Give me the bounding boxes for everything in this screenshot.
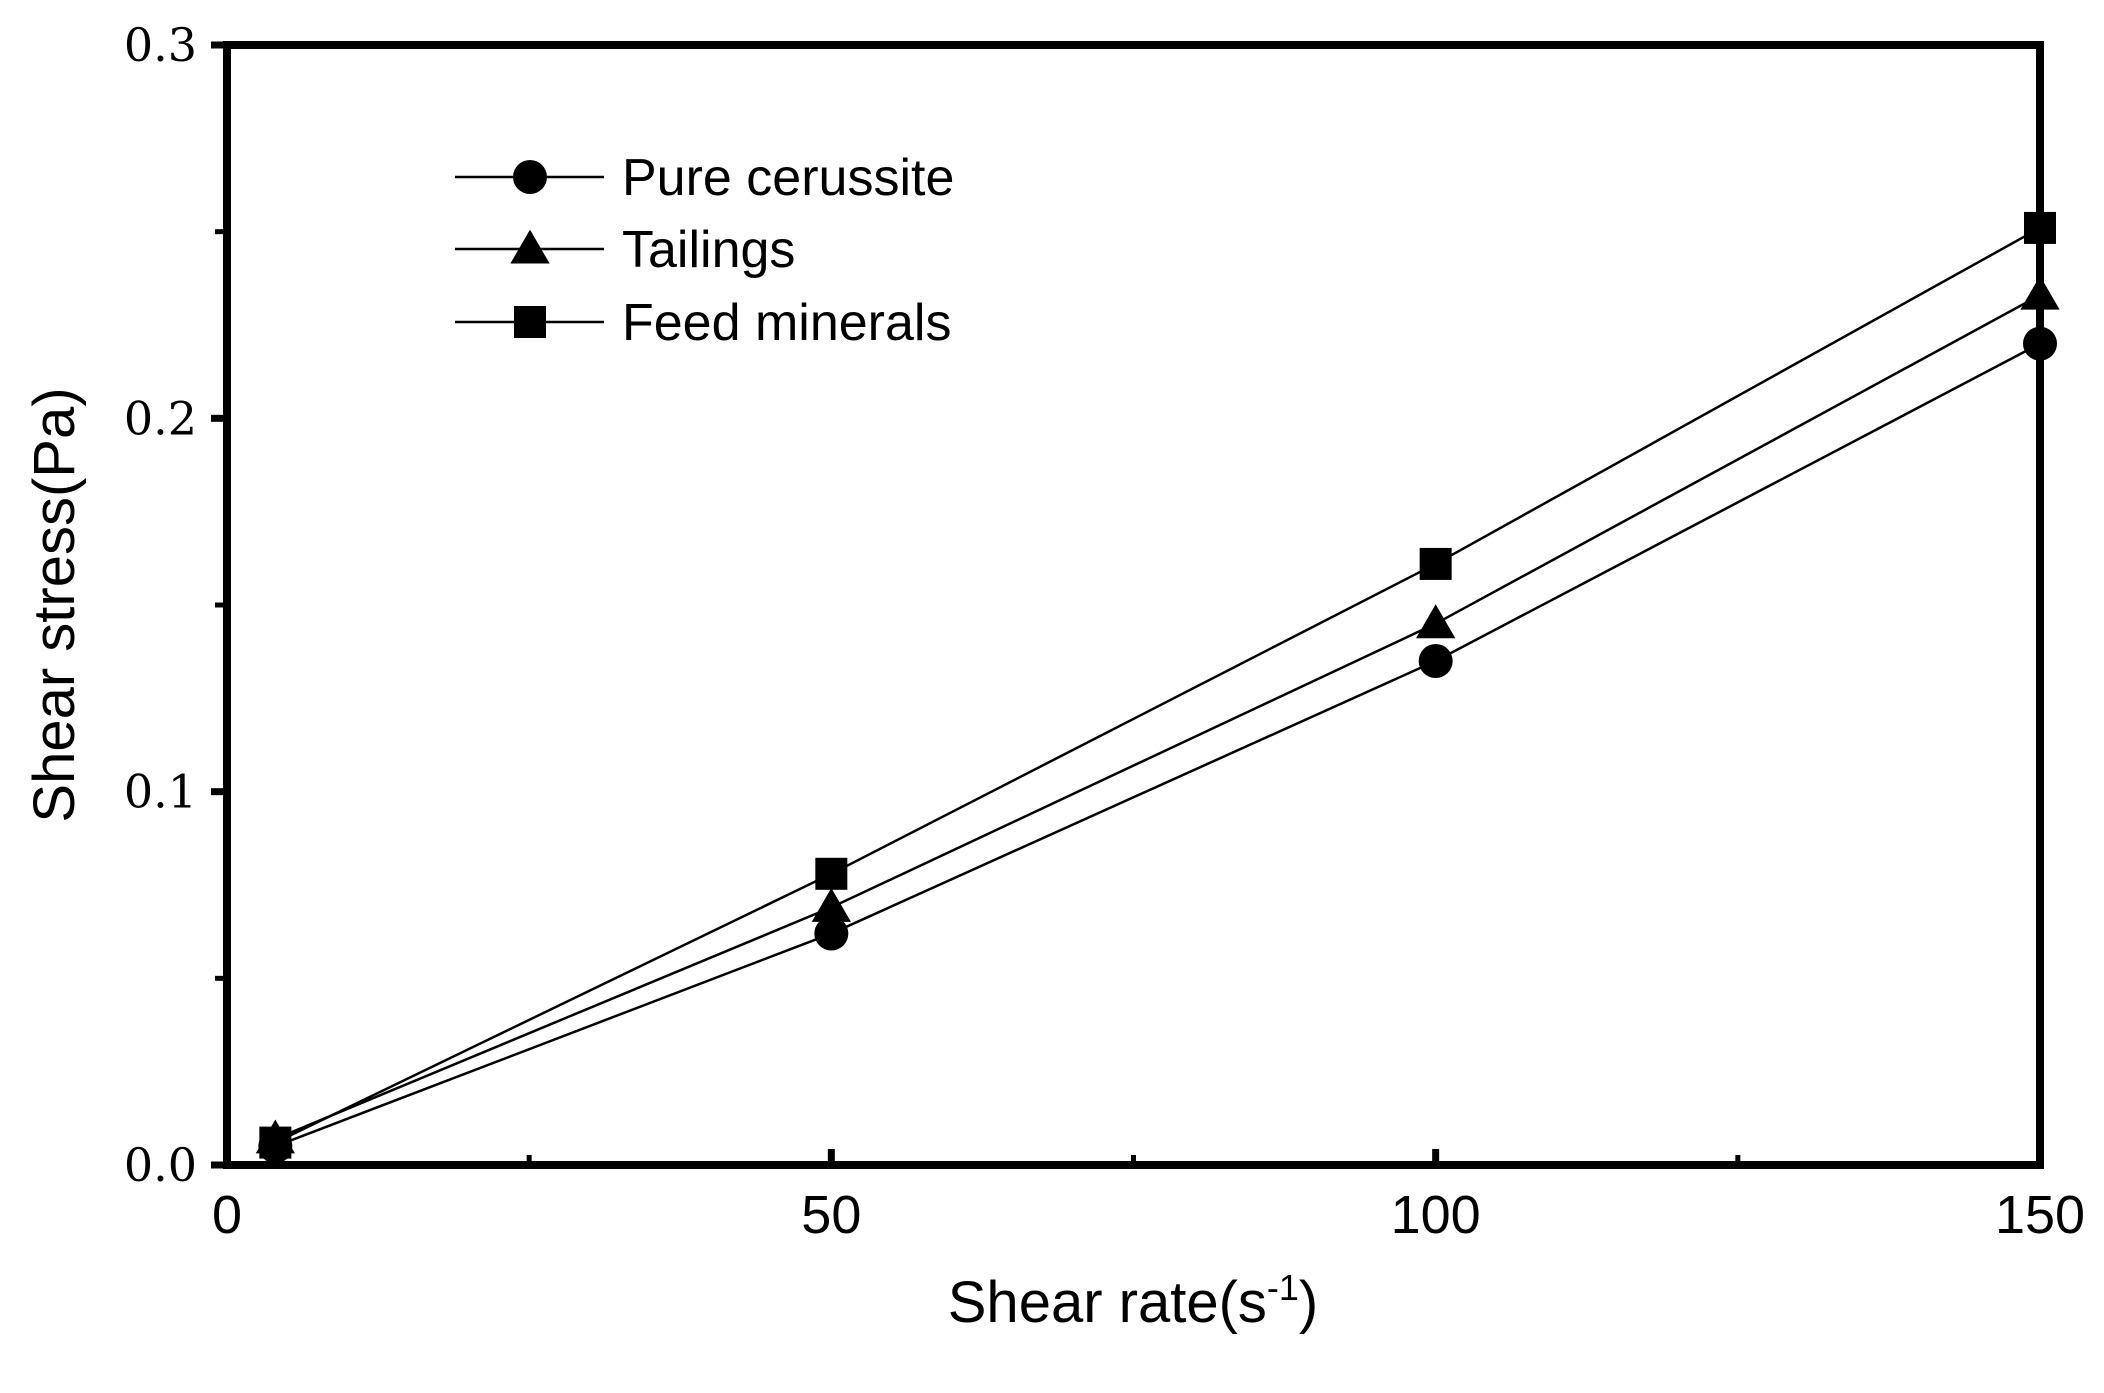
series-layer xyxy=(255,211,2060,1164)
data-point-feed-minerals xyxy=(815,857,848,890)
x-axis-title: Shear rate(s-1) xyxy=(948,1267,1319,1335)
y-tick-label: 0.3 xyxy=(124,18,197,72)
x-axis-title-main: Shear rate(s xyxy=(948,1270,1267,1335)
series-feed-minerals xyxy=(259,211,2056,1159)
major-ticks xyxy=(211,41,2044,1169)
legend-marker-pure-cerussite xyxy=(513,160,547,194)
series-line-tailings xyxy=(274,294,2041,1141)
x-tick-labels: 0 50 100 150 xyxy=(212,1185,2085,1245)
legend-marker-feed-minerals xyxy=(514,306,546,338)
x-tick-label: 150 xyxy=(1995,1185,2085,1245)
x-axis-title-sup: -1 xyxy=(1267,1267,1299,1308)
legend: Pure cerussite Tailings Feed minerals xyxy=(455,149,954,352)
x-tick-label: 100 xyxy=(1391,1185,1481,1245)
data-point-pure-cerussite xyxy=(1418,644,1453,678)
legend-marker-tailings xyxy=(510,229,550,264)
data-point-tailings xyxy=(1416,604,1456,639)
series-pure-cerussite xyxy=(258,326,2057,1164)
y-axis-title: Shear stress(Pa) xyxy=(22,387,87,822)
series-line-feed-minerals xyxy=(274,226,2041,1144)
legend-item-pure-cerussite: Pure cerussite xyxy=(455,149,954,207)
legend-item-feed-minerals: Feed minerals xyxy=(455,294,951,352)
legend-label-tailings: Tailings xyxy=(622,221,795,279)
data-point-tailings xyxy=(811,888,851,922)
data-point-feed-minerals xyxy=(1419,547,1452,580)
y-tick-label: 0.1 xyxy=(124,765,197,819)
data-point-pure-cerussite xyxy=(814,916,849,951)
x-axis-title-close: ) xyxy=(1299,1270,1318,1335)
legend-item-tailings: Tailings xyxy=(455,221,795,279)
x-tick-label: 50 xyxy=(801,1185,861,1245)
legend-label-feed-minerals: Feed minerals xyxy=(622,294,951,352)
minor-ticks xyxy=(215,229,1741,1165)
y-tick-label: 0.0 xyxy=(124,1138,197,1192)
y-tick-label: 0.2 xyxy=(124,391,197,445)
legend-label-pure-cerussite: Pure cerussite xyxy=(622,149,954,207)
y-tick-labels: 0.0 0.1 0.2 0.3 xyxy=(124,18,197,1192)
plot-frame xyxy=(223,41,2044,1169)
series-line-pure-cerussite xyxy=(274,342,2041,1148)
x-tick-label: 0 xyxy=(212,1185,242,1245)
data-point-feed-minerals xyxy=(259,1126,292,1159)
